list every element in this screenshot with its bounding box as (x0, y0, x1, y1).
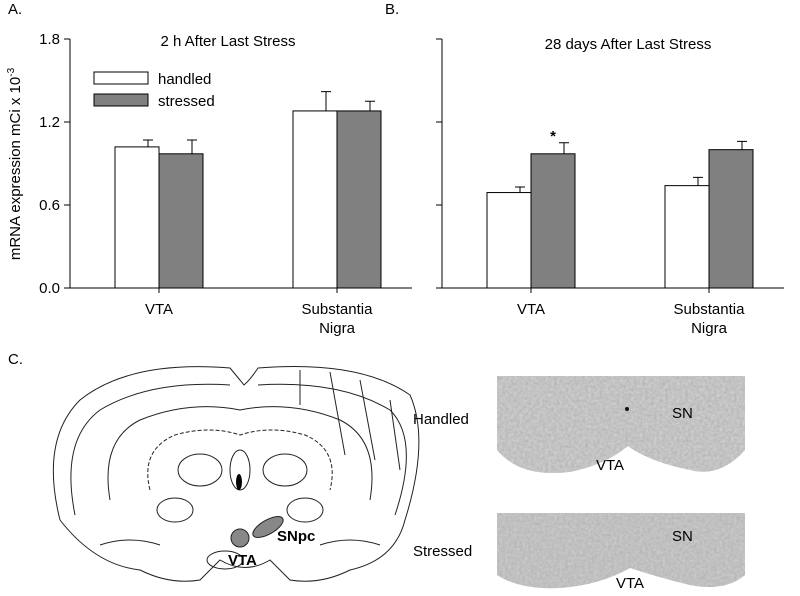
row-label: Stressed (413, 543, 472, 560)
region-label: VTA (616, 575, 644, 592)
bar (530, 153, 576, 289)
bar (708, 149, 754, 289)
legend-swatch (93, 71, 149, 85)
y-tick-label: 1.8 (39, 31, 60, 48)
panel-label: C. (8, 351, 23, 368)
y-axis-label-exponent: -3 (6, 67, 17, 76)
y-tick-label: 0.6 (39, 197, 60, 214)
atlas-label: SNpc (277, 528, 315, 545)
bar (486, 192, 532, 289)
error-bar (187, 139, 197, 154)
bar (114, 146, 160, 289)
x-tick-label: Substantia Nigra (302, 301, 374, 337)
y-tick-label: 1.2 (39, 114, 60, 131)
error-bar (737, 140, 747, 150)
atlas-mark (236, 474, 242, 490)
bar (336, 110, 382, 289)
y-axis-label: mRNA expression mCi x 10-3 (6, 67, 24, 260)
panel-label: A. (8, 1, 22, 18)
x-tick-label: Substantia Nigra (674, 301, 746, 337)
chart-title: 2 h After Last Stress (160, 33, 295, 50)
plots: 2 h After Last Stress 0.0 0.6 1.2 1.8 VTA Subs… (39, 31, 784, 337)
legend-swatch (93, 93, 149, 107)
error-bar (515, 186, 525, 193)
annotation: * (550, 128, 556, 145)
x-tick-label: VTA (517, 301, 545, 318)
error-bar (365, 100, 375, 111)
region-label: VTA (596, 457, 624, 474)
error-bar (321, 91, 331, 111)
atlas-snpc-region (252, 516, 284, 538)
y-axis-label-text: mRNA expression mCi x 10 (7, 77, 24, 260)
x-tick-label: VTA (145, 301, 173, 318)
legend-label: stressed (158, 93, 215, 110)
error-bar (143, 139, 153, 147)
legend-label: handled (158, 71, 211, 88)
region-label: SN (672, 528, 693, 545)
chart-title: 28 days After Last Stress (545, 36, 712, 53)
panel-label: B. (385, 1, 399, 18)
atlas-vta-region (230, 528, 250, 548)
row-label: Handled (413, 411, 469, 428)
atlas-label: VTA (228, 552, 257, 569)
region-label: SN (672, 405, 693, 422)
bar (158, 153, 204, 289)
error-bar (693, 176, 703, 186)
bar (292, 110, 338, 289)
atlas-drawing (52, 366, 420, 582)
y-tick-label: 0.0 (39, 280, 60, 297)
bar (664, 185, 710, 289)
error-bar (559, 142, 569, 154)
